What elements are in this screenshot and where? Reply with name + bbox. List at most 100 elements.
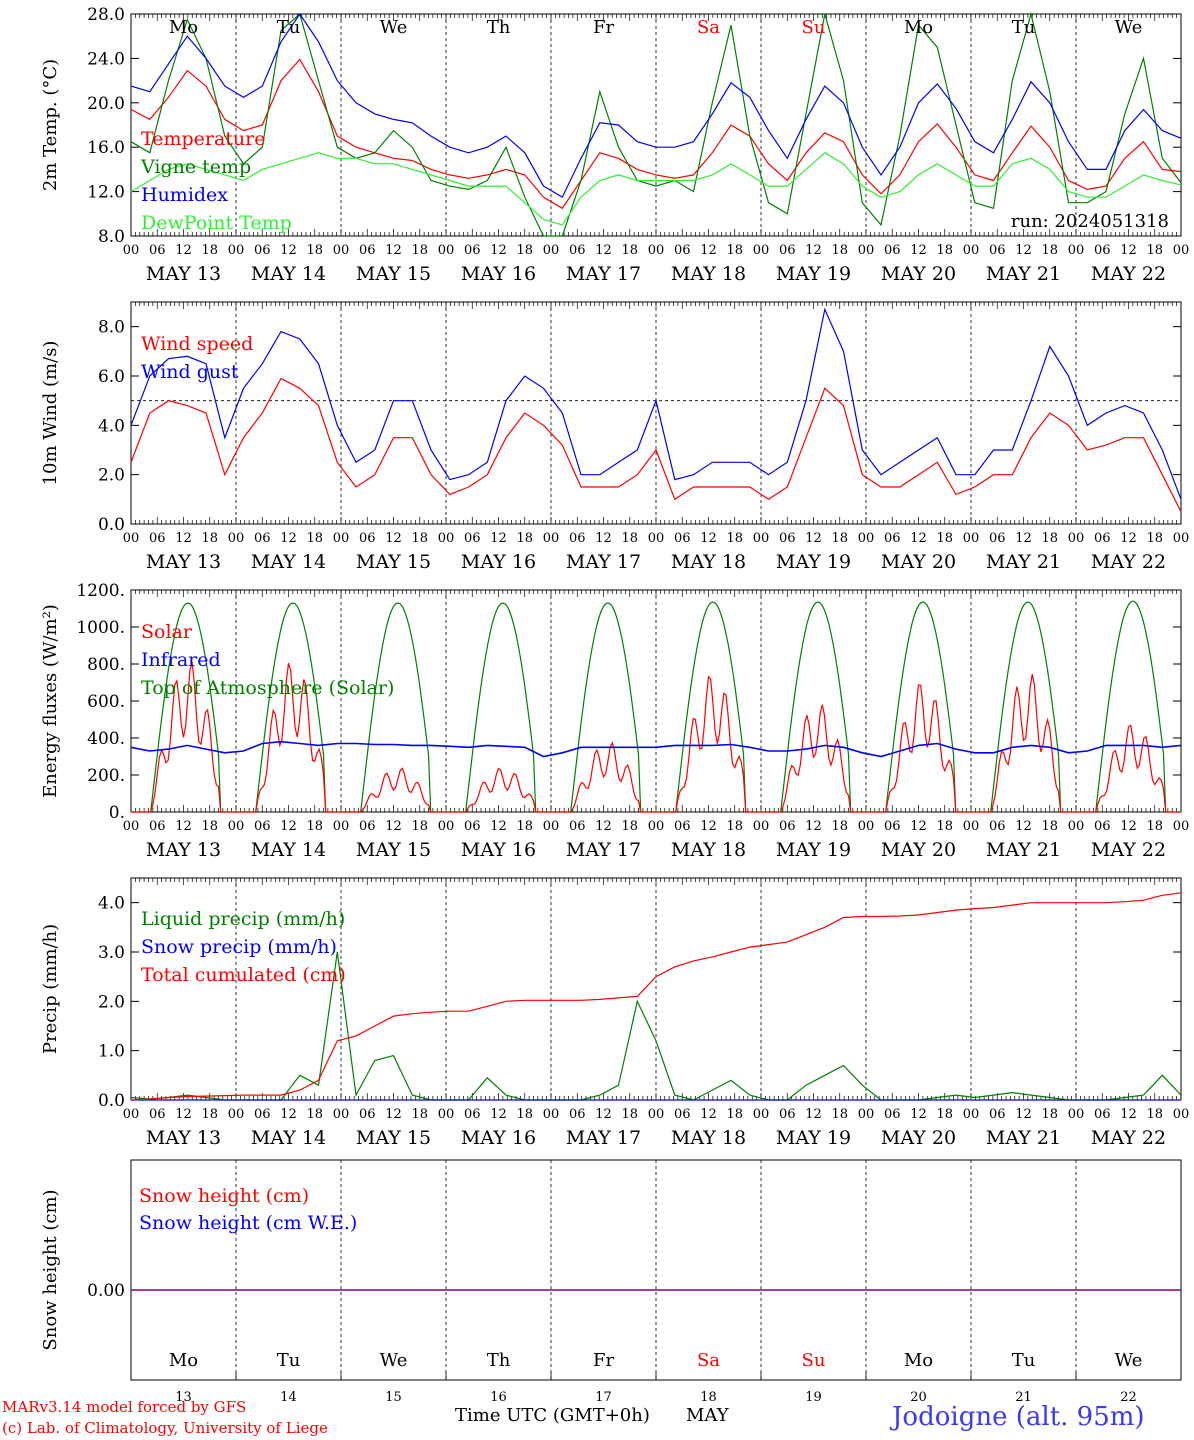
hour-tick-label: 18 bbox=[831, 531, 848, 546]
day-label: MAY 22 bbox=[1091, 839, 1166, 861]
hour-tick-label: 06 bbox=[1094, 1107, 1111, 1122]
hour-tick-label: 06 bbox=[989, 819, 1006, 834]
y-axis-label: 2m Temp. (°C) bbox=[40, 59, 61, 191]
weekday-label: Tu bbox=[1012, 1350, 1036, 1371]
day-number-label: 22 bbox=[1120, 1390, 1137, 1405]
legend-temperature: Temperature bbox=[141, 128, 265, 150]
hour-tick-label: 18 bbox=[201, 531, 218, 546]
day-label: MAY 19 bbox=[776, 1127, 851, 1149]
hour-tick-label: 00 bbox=[648, 243, 665, 258]
hour-tick-label: 12 bbox=[1015, 1107, 1032, 1122]
hour-tick-label: 18 bbox=[726, 243, 743, 258]
day-label: MAY 16 bbox=[461, 839, 536, 861]
hour-tick-label: 18 bbox=[201, 1107, 218, 1122]
hour-tick-label: 18 bbox=[726, 1107, 743, 1122]
hour-tick-label: 18 bbox=[306, 243, 323, 258]
day-label: MAY 22 bbox=[1091, 1127, 1166, 1149]
hour-tick-label: 00 bbox=[543, 1107, 560, 1122]
series-wind-gust bbox=[130, 307, 1182, 500]
hour-tick-label: 18 bbox=[411, 243, 428, 258]
hour-tick-label: 00 bbox=[753, 819, 770, 834]
y-tick-label: 16.0 bbox=[87, 138, 125, 158]
hour-tick-label: 12 bbox=[595, 531, 612, 546]
day-label: MAY 17 bbox=[566, 1127, 641, 1149]
hour-tick-label: 18 bbox=[1146, 1107, 1163, 1122]
weekday-label: Sa bbox=[697, 17, 720, 38]
weekday-label: Fr bbox=[593, 1350, 614, 1371]
panel-snow bbox=[130, 1159, 1182, 1381]
hour-tick-label: 18 bbox=[1041, 243, 1058, 258]
hour-tick-label: 00 bbox=[438, 1107, 455, 1122]
legend-snow-height-cm-: Snow height (cm) bbox=[139, 1185, 309, 1207]
hour-tick-label: 00 bbox=[228, 531, 245, 546]
weekday-label: We bbox=[1115, 1350, 1143, 1371]
hour-tick-label: 12 bbox=[385, 243, 402, 258]
y-tick-label: 0.0 bbox=[98, 1091, 125, 1111]
hour-tick-label: 18 bbox=[306, 1107, 323, 1122]
series-vigne-temp bbox=[130, 11, 1182, 237]
day-label: MAY 16 bbox=[461, 263, 536, 285]
hour-tick-label: 12 bbox=[805, 1107, 822, 1122]
hour-tick-label: 00 bbox=[543, 531, 560, 546]
day-number-label: 19 bbox=[805, 1390, 822, 1405]
weekday-label: Su bbox=[802, 1350, 826, 1371]
hour-tick-label: 00 bbox=[753, 243, 770, 258]
y-tick-label: 400. bbox=[87, 729, 125, 749]
hour-tick-label: 18 bbox=[831, 1107, 848, 1122]
series-solar bbox=[131, 661, 1181, 813]
hour-tick-label: 00 bbox=[123, 819, 140, 834]
hour-tick-label: 06 bbox=[569, 531, 586, 546]
hour-tick-label: 12 bbox=[805, 819, 822, 834]
day-label: MAY 16 bbox=[461, 551, 536, 573]
hour-tick-label: 12 bbox=[805, 531, 822, 546]
hour-tick-label: 18 bbox=[411, 531, 428, 546]
hour-tick-label: 18 bbox=[1146, 531, 1163, 546]
y-tick-label: 12.0 bbox=[87, 183, 125, 203]
hour-tick-label: 06 bbox=[359, 243, 376, 258]
hour-tick-label: 00 bbox=[438, 243, 455, 258]
hour-tick-label: 00 bbox=[1068, 1107, 1085, 1122]
hour-tick-label: 12 bbox=[910, 1107, 927, 1122]
hour-tick-label: 12 bbox=[910, 243, 927, 258]
hour-tick-label: 00 bbox=[333, 1107, 350, 1122]
hour-tick-label: 00 bbox=[438, 531, 455, 546]
y-axis-label: Precip (mm/h) bbox=[40, 924, 61, 1054]
hour-tick-label: 00 bbox=[753, 1107, 770, 1122]
y-tick-label: 24.0 bbox=[87, 49, 125, 69]
hour-tick-label: 18 bbox=[201, 243, 218, 258]
hour-tick-label: 12 bbox=[1120, 531, 1137, 546]
weekday-label: We bbox=[380, 17, 408, 38]
weekday-label: Th bbox=[487, 1350, 511, 1371]
day-label: MAY 21 bbox=[986, 551, 1061, 573]
y-tick-label: 1000. bbox=[76, 618, 125, 638]
day-label: MAY 20 bbox=[881, 263, 956, 285]
hour-tick-label: 12 bbox=[1015, 531, 1032, 546]
legend-infrared: Infrared bbox=[141, 649, 221, 671]
panel-precip bbox=[130, 877, 1182, 1101]
hour-tick-label: 00 bbox=[1068, 531, 1085, 546]
panel-wind bbox=[130, 301, 1182, 525]
hour-tick-label: 12 bbox=[1015, 243, 1032, 258]
legend-solar: Solar bbox=[141, 621, 193, 643]
hour-tick-label: 00 bbox=[123, 243, 140, 258]
hour-tick-label: 00 bbox=[858, 1107, 875, 1122]
weekday-label: Tu bbox=[277, 17, 301, 38]
weekday-label: Mo bbox=[904, 17, 933, 38]
y-tick-label: 800. bbox=[87, 655, 125, 675]
hour-tick-label: 00 bbox=[228, 819, 245, 834]
hour-tick-label: 12 bbox=[490, 531, 507, 546]
hour-tick-label: 06 bbox=[569, 243, 586, 258]
day-label: MAY 18 bbox=[671, 839, 746, 861]
panel-temp bbox=[130, 11, 1182, 237]
series-temperature bbox=[130, 58, 1182, 210]
hour-tick-label: 18 bbox=[516, 1107, 533, 1122]
hour-tick-label: 00 bbox=[648, 531, 665, 546]
hour-tick-label: 18 bbox=[936, 243, 953, 258]
day-label: MAY 18 bbox=[671, 1127, 746, 1149]
day-label: MAY 13 bbox=[146, 551, 221, 573]
series-humidex bbox=[130, 12, 1182, 199]
hour-tick-label: 12 bbox=[490, 1107, 507, 1122]
day-number-label: 17 bbox=[595, 1390, 612, 1405]
weekday-label: Sa bbox=[697, 1350, 720, 1371]
y-tick-label: 200. bbox=[87, 766, 125, 786]
